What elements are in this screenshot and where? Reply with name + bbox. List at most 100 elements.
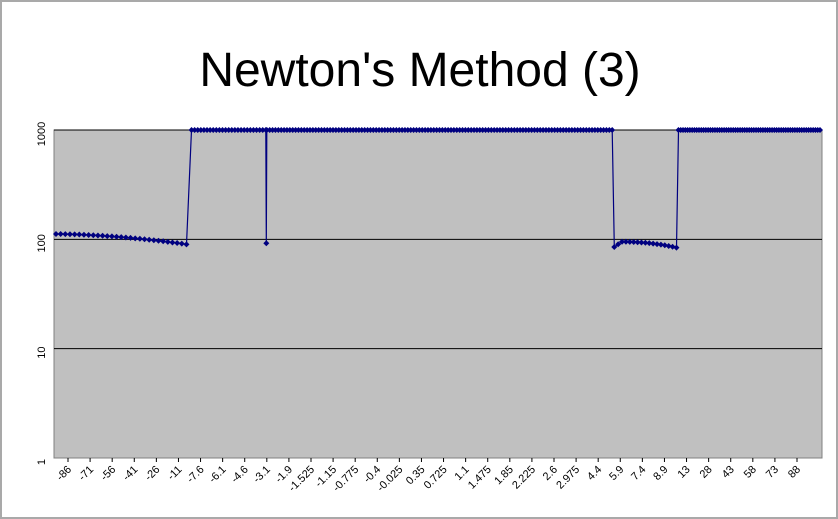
data-point xyxy=(169,239,176,246)
data-point xyxy=(108,233,115,240)
data-point xyxy=(817,127,823,133)
data-point xyxy=(90,232,97,239)
data-point xyxy=(57,230,64,237)
data-point xyxy=(213,127,220,133)
y-tick-label: 1000 xyxy=(36,122,48,146)
data-point xyxy=(228,127,235,133)
data-point xyxy=(630,239,637,246)
data-point xyxy=(127,234,134,241)
x-tick-label: -0.775 xyxy=(331,464,362,495)
x-tick-label: -3.1 xyxy=(251,464,273,486)
data-point xyxy=(216,127,223,133)
x-tick-label: -11 xyxy=(165,464,184,483)
x-tick-label: -1.525 xyxy=(287,464,318,495)
data-point xyxy=(222,127,229,133)
x-tick-label: 4.4 xyxy=(585,464,604,483)
x-tick-label: 7.4 xyxy=(629,464,648,483)
data-point xyxy=(225,127,232,133)
data-point xyxy=(155,237,162,244)
data-series xyxy=(53,127,823,251)
data-point xyxy=(615,241,622,248)
x-tick-label: 58 xyxy=(742,464,759,481)
data-point xyxy=(146,236,153,243)
x-tick-label: 13 xyxy=(676,464,693,481)
data-point xyxy=(234,127,241,133)
data-point xyxy=(241,127,248,133)
data-point xyxy=(132,235,139,242)
x-tick-label: 2.225 xyxy=(510,464,538,492)
data-point xyxy=(657,241,664,248)
data-point xyxy=(231,127,238,133)
data-point xyxy=(250,127,257,133)
data-point xyxy=(650,240,657,247)
data-point xyxy=(642,239,649,246)
data-point xyxy=(122,234,129,241)
data-point xyxy=(654,241,661,248)
data-point xyxy=(263,240,270,247)
data-point xyxy=(150,237,157,244)
data-point xyxy=(76,231,83,238)
x-tick-label: 88 xyxy=(786,464,803,481)
x-tick-label: -56 xyxy=(99,464,119,484)
data-point xyxy=(85,231,92,238)
y-tick-label: 1 xyxy=(36,459,48,465)
data-point xyxy=(80,231,87,238)
data-point xyxy=(219,127,226,133)
x-tick-label: -7.6 xyxy=(185,464,207,486)
data-point xyxy=(634,239,641,246)
chart-title: Newton's Method (3) xyxy=(199,44,640,97)
x-tick-label: 43 xyxy=(720,464,737,481)
x-tick-label: 5.9 xyxy=(607,464,626,483)
data-point xyxy=(665,242,672,249)
data-point xyxy=(609,127,616,133)
data-point xyxy=(194,127,201,133)
data-point xyxy=(622,238,629,245)
data-point xyxy=(638,239,645,246)
data-point xyxy=(253,127,260,133)
data-point xyxy=(619,238,626,245)
plot-area xyxy=(53,129,823,459)
data-point xyxy=(99,232,106,239)
data-point xyxy=(160,238,167,245)
data-point xyxy=(62,231,69,238)
data-point xyxy=(611,244,618,251)
y-axis-ticks: 1 10 100 1000 xyxy=(36,122,48,465)
x-tick-label: 28 xyxy=(698,464,715,481)
x-tick-label: -6.1 xyxy=(207,464,229,486)
data-point xyxy=(104,233,111,240)
data-point xyxy=(141,236,148,243)
x-tick-label: -26 xyxy=(143,464,163,484)
data-point xyxy=(244,127,251,133)
data-point xyxy=(71,231,78,238)
x-tick-label: -86 xyxy=(54,464,74,484)
data-point xyxy=(200,127,207,133)
data-point xyxy=(136,235,143,242)
y-tick-label: 10 xyxy=(36,347,48,359)
x-tick-label: -71 xyxy=(76,464,96,484)
data-point xyxy=(118,234,125,241)
data-point xyxy=(178,240,185,247)
y-tick-label: 100 xyxy=(36,234,48,252)
x-tick-label: 0.725 xyxy=(422,464,450,492)
data-point xyxy=(626,238,633,245)
data-point xyxy=(174,240,181,247)
x-tick-label: -0.025 xyxy=(375,464,406,495)
x-tick-label: 8.9 xyxy=(651,464,670,483)
data-point xyxy=(259,127,266,133)
data-point xyxy=(669,243,676,250)
data-point xyxy=(188,127,195,133)
data-point xyxy=(66,231,73,238)
data-point xyxy=(646,240,653,247)
data-point xyxy=(191,127,198,133)
data-point xyxy=(247,127,254,133)
data-point xyxy=(197,127,204,133)
data-point xyxy=(661,242,668,249)
data-point xyxy=(183,241,190,248)
data-point xyxy=(113,233,120,240)
data-point xyxy=(256,127,263,133)
data-point xyxy=(53,230,59,237)
data-point xyxy=(207,127,214,133)
data-point xyxy=(164,238,171,245)
